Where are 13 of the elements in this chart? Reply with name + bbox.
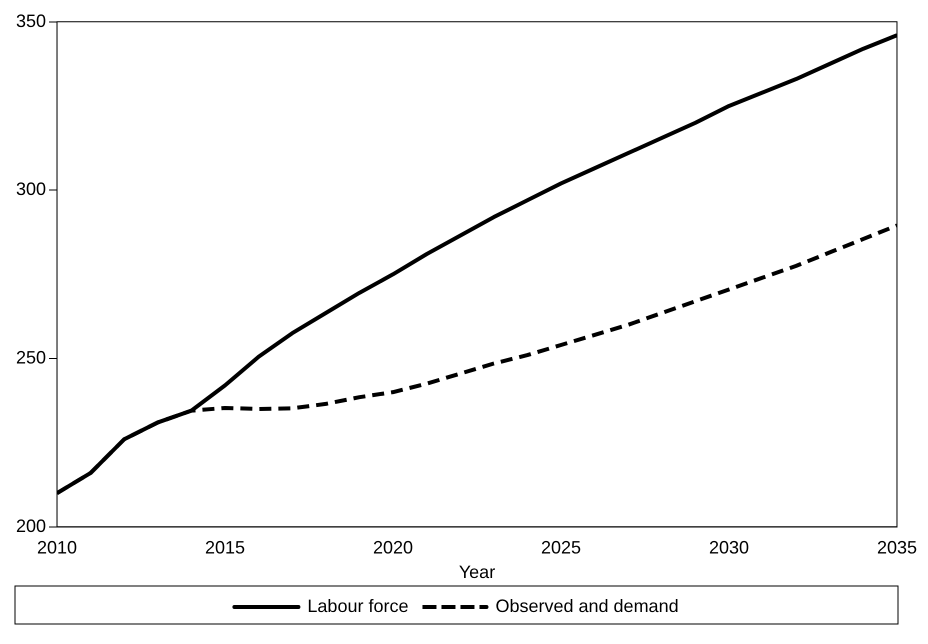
y-tick-label: 250 [16, 347, 46, 368]
x-tick-label: 2020 [372, 538, 414, 558]
y-tick-label: 200 [16, 516, 46, 536]
legend-label: Labour force [307, 596, 408, 616]
x-tick-label: 2025 [540, 538, 582, 558]
x-axis-title: Year [458, 562, 496, 582]
legend-label: Observed and demand [495, 596, 679, 616]
x-tick-label: 2030 [708, 538, 750, 558]
x-tick-label: 2035 [876, 538, 917, 558]
x-tick-label: 2015 [205, 538, 246, 558]
y-tick-label: 350 [16, 10, 46, 31]
x-tick-label: 2010 [37, 538, 78, 558]
y-tick-label: 300 [16, 179, 46, 200]
